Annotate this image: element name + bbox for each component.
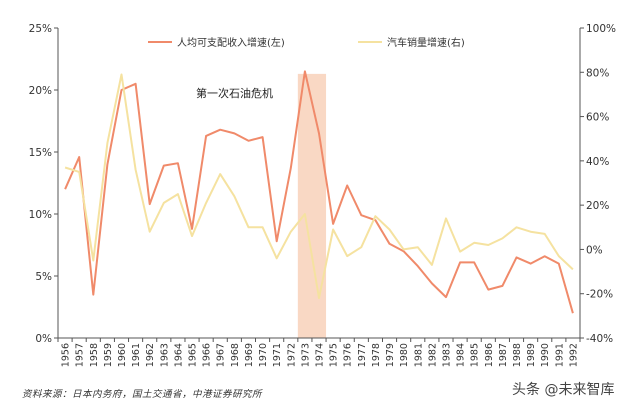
annotation-oil-crisis: 第一次石油危机 (196, 86, 273, 100)
x-tick-label: 1965 (188, 343, 199, 367)
x-tick-label: 1959 (103, 343, 114, 367)
x-tick-label: 1980 (399, 343, 410, 367)
left-tick-label: 10% (29, 209, 52, 221)
right-tick-label: -20% (586, 289, 613, 301)
x-tick-label: 1991 (554, 343, 565, 367)
x-tick-label: 1966 (202, 343, 213, 367)
x-tick-label: 1973 (300, 343, 311, 367)
right-tick-label: 20% (586, 200, 609, 212)
left-tick-label: 15% (29, 147, 52, 159)
right-tick-label: 0% (586, 244, 603, 256)
x-tick-label: 1957 (75, 343, 86, 367)
x-tick-label: 1963 (159, 343, 170, 367)
right-tick-label: 80% (586, 67, 609, 79)
x-tick-label: 1970 (258, 343, 269, 367)
right-tick-label: 40% (586, 156, 609, 168)
x-tick-label: 1985 (470, 343, 481, 367)
left-tick-label: 5% (35, 271, 52, 283)
x-tick-label: 1968 (230, 343, 241, 367)
legend-label-1: 人均可支配收入增速(左) (177, 36, 285, 49)
x-tick-label: 1990 (540, 343, 551, 367)
x-tick-label: 1978 (371, 343, 382, 367)
x-tick-label: 1984 (456, 343, 467, 367)
x-tick-label: 1982 (427, 343, 438, 367)
left-tick-label: 0% (35, 333, 52, 345)
x-tick-label: 1977 (357, 343, 368, 367)
x-tick-label: 1983 (441, 343, 452, 367)
x-tick-label: 1992 (568, 343, 579, 367)
right-tick-label: 100% (586, 23, 616, 35)
x-tick-label: 1974 (315, 343, 326, 367)
x-tick-label: 1971 (272, 343, 283, 367)
x-tick-label: 1960 (117, 343, 128, 367)
x-tick-label: 1989 (526, 343, 537, 367)
x-tick-label: 1972 (286, 343, 297, 367)
left-tick-label: 25% (29, 23, 52, 35)
x-tick-label: 1986 (484, 343, 495, 367)
x-tick-label: 1964 (173, 343, 184, 367)
x-tick-label: 1967 (216, 343, 227, 367)
watermark: 头条 @未来智库 (508, 378, 619, 400)
x-tick-label: 1962 (145, 343, 156, 367)
left-tick-label: 20% (29, 85, 52, 97)
series-line-1 (64, 70, 574, 314)
legend-label-2: 汽车销量增速(右) (387, 36, 465, 49)
x-tick-label: 1956 (61, 343, 72, 367)
source-note: 资料来源：日本内务府，国土交通省，中港证券研究所 (22, 389, 263, 400)
x-tick-label: 1981 (413, 343, 424, 367)
right-tick-label: 60% (586, 112, 609, 124)
x-tick-label: 1976 (343, 343, 354, 367)
x-tick-label: 1961 (131, 343, 142, 367)
right-tick-label: -40% (586, 333, 613, 345)
x-tick-label: 1987 (498, 343, 509, 367)
series-line-2 (64, 73, 574, 300)
x-tick-label: 1979 (385, 343, 396, 367)
x-tick-label: 1988 (512, 343, 523, 367)
x-tick-label: 1969 (244, 343, 255, 367)
shaded-region (297, 73, 327, 338)
x-tick-label: 1958 (89, 343, 100, 367)
x-tick-label: 1975 (329, 343, 340, 367)
